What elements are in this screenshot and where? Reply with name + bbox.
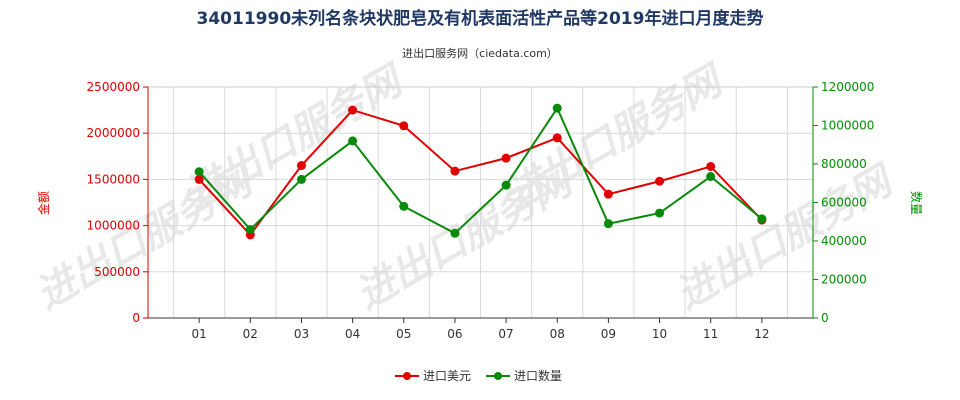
x-tick-label: 08 bbox=[550, 327, 565, 341]
data-point bbox=[552, 133, 562, 143]
data-point bbox=[399, 121, 409, 131]
data-point bbox=[399, 201, 409, 211]
x-tick-label: 05 bbox=[396, 327, 411, 341]
y-tick-label-right: 600000 bbox=[821, 196, 867, 210]
data-point bbox=[552, 103, 562, 113]
x-tick-label: 07 bbox=[498, 327, 513, 341]
data-point bbox=[757, 214, 767, 224]
y-tick-label-left: 500000 bbox=[94, 265, 140, 279]
watermark-text: 进出口服务网 bbox=[668, 156, 904, 319]
y-tick-label-left: 2500000 bbox=[87, 80, 140, 94]
data-point bbox=[603, 189, 613, 199]
x-tick-label: 12 bbox=[754, 327, 769, 341]
x-tick-label: 11 bbox=[703, 327, 718, 341]
y-tick-label-left: 0 bbox=[132, 311, 140, 325]
y-tick-label-left: 1500000 bbox=[87, 172, 140, 186]
y-axis-left-label: 金额 bbox=[36, 191, 51, 215]
data-point bbox=[706, 172, 716, 182]
legend: 进口美元 进口数量 bbox=[395, 368, 562, 383]
chart-subtitle: 进出口服务网（ciedata.com） bbox=[402, 46, 558, 60]
data-point bbox=[655, 208, 665, 218]
data-point bbox=[348, 136, 358, 146]
legend-label: 进口美元 bbox=[423, 369, 471, 383]
data-point bbox=[450, 166, 460, 176]
watermark-text: 进出口服务网 bbox=[498, 56, 734, 219]
data-point bbox=[603, 219, 613, 229]
data-point bbox=[194, 167, 204, 177]
y-tick-label-right: 200000 bbox=[821, 273, 867, 287]
x-tick-label: 02 bbox=[243, 327, 258, 341]
y-tick-label-right: 800000 bbox=[821, 157, 867, 171]
data-point bbox=[450, 228, 460, 238]
y-tick-label-left: 2000000 bbox=[87, 126, 140, 140]
y-tick-label-right: 0 bbox=[821, 311, 829, 325]
chart-title: 34011990未列名条块状肥皂及有机表面活性产品等2019年进口月度走势 bbox=[197, 8, 764, 29]
x-tick-label: 09 bbox=[601, 327, 616, 341]
y-tick-label-right: 400000 bbox=[821, 234, 867, 248]
x-tick-label: 04 bbox=[345, 327, 360, 341]
x-tick-label: 01 bbox=[192, 327, 207, 341]
series-line bbox=[198, 106, 763, 235]
data-point bbox=[706, 161, 716, 171]
x-tick-label: 03 bbox=[294, 327, 309, 341]
legend-swatch-marker bbox=[494, 372, 502, 380]
data-point bbox=[655, 176, 665, 186]
legend-swatch-marker bbox=[403, 372, 411, 380]
data-point bbox=[348, 105, 358, 115]
legend-label: 进口数量 bbox=[514, 368, 562, 383]
data-point bbox=[245, 224, 255, 234]
data-point bbox=[296, 174, 306, 184]
data-point bbox=[194, 174, 204, 184]
y-axis-right-label: 数量 bbox=[909, 191, 924, 215]
data-point bbox=[501, 153, 511, 163]
data-point bbox=[501, 180, 511, 190]
plot-area: 0 500000 1000000 1500000 2000000 2500000 0 2000… bbox=[87, 80, 875, 341]
y-tick-label-right: 1000000 bbox=[821, 119, 874, 133]
y-tick-label-left: 1000000 bbox=[87, 219, 140, 233]
x-tick-label: 06 bbox=[447, 327, 462, 341]
data-point bbox=[296, 161, 306, 171]
x-tick-label: 10 bbox=[652, 327, 667, 341]
series-line bbox=[198, 108, 763, 237]
y-tick-label-right: 1200000 bbox=[821, 80, 874, 94]
